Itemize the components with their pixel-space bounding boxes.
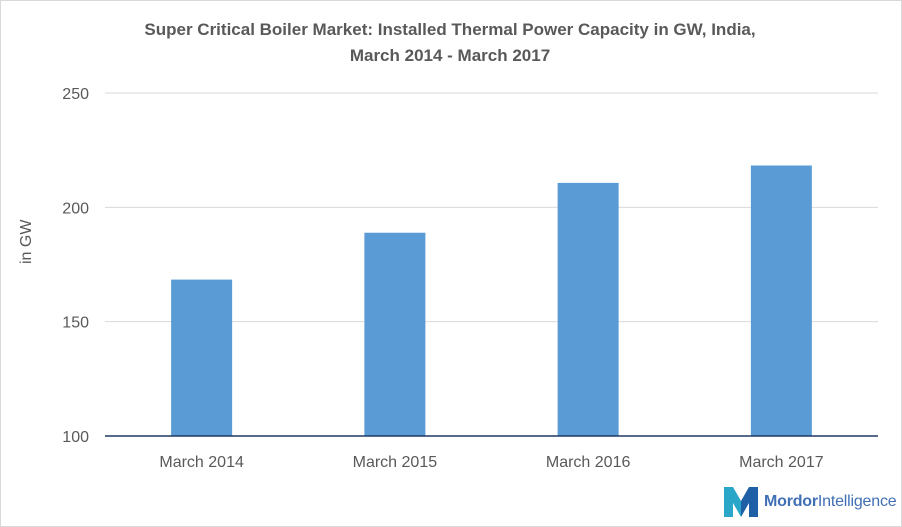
chart-title-line1: Super Critical Boiler Market: Installed … bbox=[144, 20, 756, 39]
x-tick-label: March 2017 bbox=[739, 454, 824, 471]
bar bbox=[557, 182, 619, 436]
y-tick-label: 100 bbox=[62, 429, 89, 446]
bar bbox=[750, 165, 812, 436]
mordor-logo-icon bbox=[724, 487, 758, 517]
mordor-intelligence-logo: MordorIntelligence bbox=[724, 487, 897, 517]
y-tick-label: 150 bbox=[62, 315, 89, 332]
x-tick-label: March 2015 bbox=[353, 454, 438, 471]
y-tick-label: 200 bbox=[62, 200, 89, 217]
bar bbox=[171, 279, 233, 436]
logo-word-intelligence: Intelligence bbox=[817, 493, 897, 510]
chart-title-line2: March 2014 - March 2017 bbox=[349, 46, 551, 65]
logo-text: MordorIntelligence bbox=[764, 493, 897, 511]
y-tick-label: 250 bbox=[62, 86, 89, 103]
x-tick-label: March 2014 bbox=[159, 454, 244, 471]
bar bbox=[364, 232, 426, 436]
logo-word-mordor: Mordor bbox=[764, 493, 818, 510]
x-tick-label: March 2016 bbox=[546, 454, 631, 471]
